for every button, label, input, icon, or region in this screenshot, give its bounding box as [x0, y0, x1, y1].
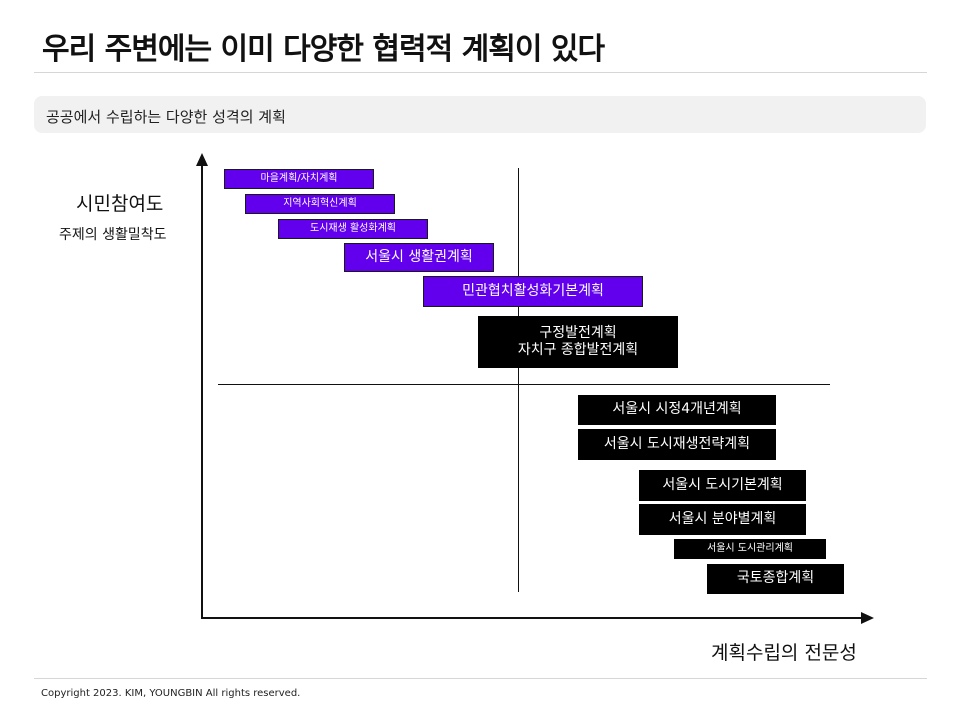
x-axis-title: 계획수립의 전문성 — [711, 642, 857, 664]
plan-box-urban-management: 서울시 도시관리계획 — [674, 539, 826, 559]
plan-box-urban-master: 서울시 도시기본계획 — [639, 470, 806, 501]
plan-box-national-territory: 국토종합계획 — [707, 564, 844, 594]
y-axis-arrow-icon — [196, 153, 208, 166]
plan-box-community-innovation: 지역사회혁신계획 — [245, 194, 395, 214]
y-axis-title: 시민참여도 — [76, 193, 164, 215]
header-divider — [34, 72, 927, 73]
x-axis-line — [201, 617, 863, 619]
page-title: 우리 주변에는 이미 다양한 협력적 계획이 있다 — [42, 32, 605, 67]
subtitle-banner: 공공에서 수립하는 다양한 성격의 계획 — [34, 96, 926, 133]
plan-box-maeul: 마을계획/자치계획 — [224, 169, 374, 189]
quadrant-divider-horizontal — [218, 384, 830, 385]
plan-box-regeneration-strategy: 서울시 도시재생전략계획 — [578, 429, 776, 460]
subtitle-text: 공공에서 수립하는 다양한 성격의 계획 — [46, 108, 286, 126]
quadrant-divider-vertical — [518, 168, 519, 592]
plan-box-district-development: 구정발전계획 자치구 종합발전계획 — [478, 316, 678, 368]
plan-box-living-zone: 서울시 생활권계획 — [344, 243, 494, 272]
plan-box-governance: 민관협치활성화기본계획 — [423, 276, 643, 307]
y-axis-subtitle: 주제의 생활밀착도 — [59, 227, 167, 243]
plan-box-urban-regeneration-activation: 도시재생 활성화계획 — [278, 219, 428, 239]
copyright-footer: Copyright 2023. KIM, YOUNGBIN All rights… — [41, 688, 301, 699]
x-axis-arrow-icon — [861, 612, 874, 624]
footer-divider — [34, 678, 927, 679]
y-axis-line — [201, 163, 203, 619]
plan-box-sectoral: 서울시 분야별계획 — [639, 504, 806, 535]
plan-box-four-year: 서울시 시정4개년계획 — [578, 395, 776, 425]
